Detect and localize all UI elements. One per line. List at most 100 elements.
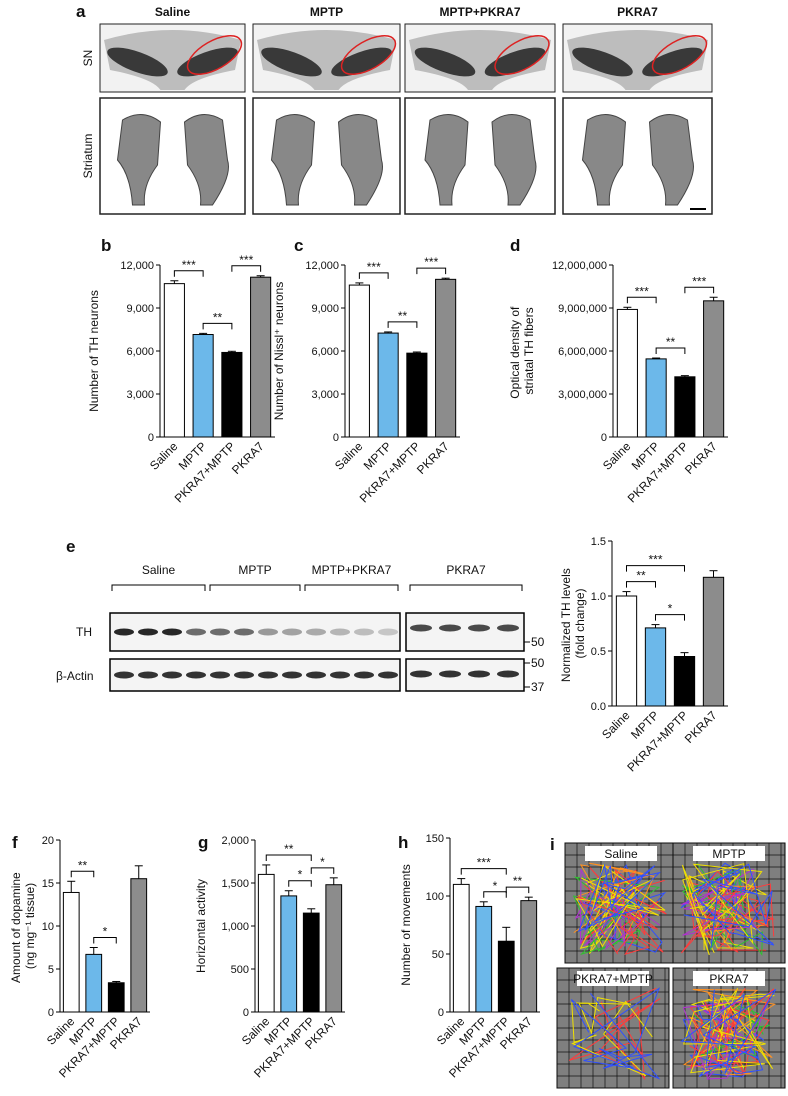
y-axis-label: Number of TH neurons [87, 290, 101, 412]
striatum-tissue [491, 114, 537, 206]
band [354, 628, 374, 636]
blot-th [109, 612, 401, 652]
band [439, 624, 461, 632]
track [573, 862, 655, 941]
band [186, 671, 206, 679]
significance-label: ** [213, 310, 223, 324]
y-tick-label: 0.5 [591, 646, 606, 658]
bar [615, 595, 638, 707]
significance-bracket [173, 270, 204, 277]
bar [325, 884, 343, 1013]
striatum-tissue [337, 114, 383, 206]
sn-roi [494, 34, 550, 76]
bar [452, 883, 470, 1013]
track [683, 993, 774, 1074]
band [282, 671, 302, 679]
arena-label: PKRA7+MPTP [573, 972, 653, 986]
sn-roi [186, 34, 243, 76]
label-bg [585, 846, 657, 861]
y-tick-label: 6,000 [126, 346, 154, 358]
track [577, 863, 662, 933]
band [234, 628, 254, 636]
significance-bracket [416, 267, 447, 275]
panel-label: f [12, 833, 18, 852]
panel-label: i [550, 835, 555, 854]
significance-label: *** [648, 553, 662, 567]
y-tick-label: 12,000,000 [552, 260, 607, 272]
band [114, 671, 134, 679]
y-axis-label: Normalized TH levels (fold change) [559, 565, 587, 682]
y-tick-label: 1,500 [221, 878, 249, 890]
y-tick-label: 9,000,000 [558, 303, 607, 315]
bar [348, 284, 370, 438]
significance-label: * [103, 925, 108, 939]
bar [674, 376, 696, 438]
y-tick-label: 1,000 [221, 921, 249, 933]
bar [192, 334, 214, 438]
band [210, 671, 230, 679]
blot-th [405, 612, 525, 652]
label-bg [693, 846, 765, 861]
band [468, 670, 490, 678]
row-label: SN [81, 50, 95, 67]
track [689, 988, 775, 1076]
y-tick-label: 9,000 [126, 303, 154, 315]
y-tick-label: 3,000 [311, 389, 339, 401]
bar [221, 351, 243, 438]
band [330, 628, 350, 636]
sn-dark [331, 47, 392, 77]
y-tick-label: 0 [48, 1007, 54, 1019]
significance-bracket [93, 937, 117, 944]
panel-label: c [294, 236, 303, 255]
bar [280, 895, 298, 1013]
band [497, 624, 519, 632]
row-label: Striatum [81, 134, 95, 179]
group-label: PKRA7 [446, 563, 486, 577]
column-label: PKRA7 [617, 5, 658, 19]
striatum-tissue [648, 114, 694, 206]
band [439, 670, 461, 678]
track [690, 987, 775, 1076]
striatum-tissue [424, 114, 469, 206]
y-tick-label: 5 [48, 964, 54, 976]
significance-bracket [265, 854, 312, 861]
track [680, 870, 775, 954]
sn-tissue [104, 30, 241, 90]
bar [475, 905, 493, 1013]
bar [107, 982, 125, 1013]
band [330, 671, 350, 679]
significance-label: * [320, 855, 325, 869]
bar [703, 300, 725, 438]
sn-tissue [257, 30, 396, 90]
significance-label: *** [424, 255, 438, 269]
significance-label: *** [239, 253, 253, 267]
bar [673, 656, 696, 707]
y-tick-label: 6,000,000 [558, 346, 607, 358]
bar [435, 278, 457, 438]
band-label: β-Actin [56, 669, 94, 683]
significance-label: *** [367, 260, 381, 274]
band [378, 628, 398, 636]
band [306, 671, 326, 679]
bar [645, 358, 667, 438]
y-tick-label: 10 [42, 921, 54, 933]
bar [520, 900, 538, 1013]
y-tick-label: 1.5 [591, 536, 606, 548]
track [572, 876, 661, 956]
panel-label: h [398, 833, 408, 852]
panel-label: a [76, 2, 86, 21]
track [580, 867, 665, 953]
band [138, 671, 158, 679]
significance-label: * [298, 868, 303, 882]
band [258, 628, 278, 636]
group-bracket [304, 584, 399, 591]
y-tick-label: 6,000 [311, 346, 339, 358]
y-tick-label: 20 [42, 835, 54, 847]
y-tick-label: 2,000 [221, 835, 249, 847]
track [575, 864, 666, 948]
panel-label: g [198, 833, 208, 852]
band [410, 670, 432, 678]
significance-bracket [483, 891, 507, 898]
y-tick-label: 1.0 [591, 591, 606, 603]
sn-dark [572, 47, 633, 77]
